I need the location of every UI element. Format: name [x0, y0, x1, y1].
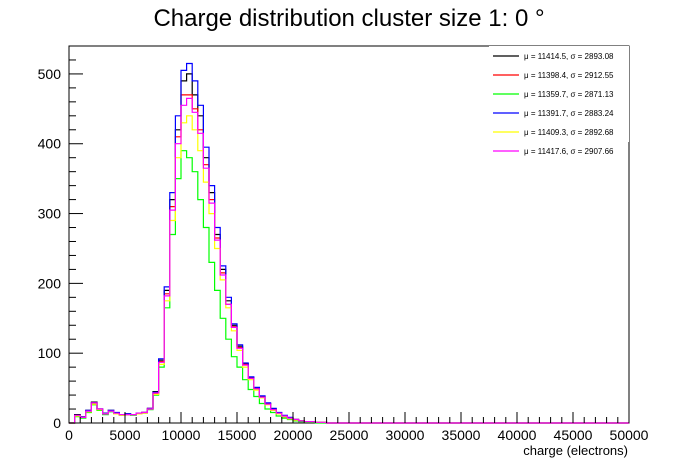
axes-layer: 0 5000 10000 15000 20000 25000 30000 35000 40000…: [38, 45, 649, 443]
series-line-2: [69, 150, 629, 424]
y-tick-label: 500: [38, 66, 62, 82]
x-tick-label: 25000: [330, 427, 369, 443]
legend-label-1: μ = 11398.4, σ = 2912.55: [524, 71, 614, 80]
y-tick-label: 400: [38, 136, 62, 152]
legend-label-3: μ = 11391.7, σ = 2883.24: [524, 109, 614, 118]
legend-label-4: μ = 11409.3, σ = 2892.68: [524, 128, 614, 137]
x-tick-label: 5000: [109, 427, 140, 443]
legend-label-5: μ = 11417.6, σ = 2907.66: [524, 147, 614, 156]
legend-items: μ = 11414.5, σ = 2893.08 μ = 11398.4, σ =…: [493, 52, 614, 156]
x-tick-label: 40000: [498, 427, 537, 443]
series-line-4: [69, 115, 629, 424]
y-tick-label: 200: [38, 275, 62, 291]
x-tick-label: 35000: [442, 427, 481, 443]
x-tick-label: 15000: [218, 427, 257, 443]
y-tick-label: 0: [53, 415, 61, 431]
legend: μ = 11414.5, σ = 2893.08 μ = 11398.4, σ =…: [489, 46, 629, 156]
x-tick-label: 10000: [162, 427, 201, 443]
y-tick-label: 300: [38, 206, 62, 222]
series-line-3: [69, 62, 629, 424]
x-axis-label: charge (electrons): [523, 443, 628, 458]
series-line-5: [69, 97, 629, 424]
x-tick-label: 45000: [554, 427, 593, 443]
x-tick-label: 30000: [386, 427, 425, 443]
x-tick-label: 20000: [274, 427, 313, 443]
x-tick-label: 0: [65, 427, 73, 443]
legend-label-2: μ = 11359.7, σ = 2871.13: [524, 90, 614, 99]
chart-title: Charge distribution cluster size 1: 0 °: [153, 5, 544, 32]
x-tick-label: 50000: [610, 427, 649, 443]
series-line-1: [69, 94, 629, 424]
series-layer: [69, 62, 629, 424]
y-tick-label: 100: [38, 345, 62, 361]
legend-label-0: μ = 11414.5, σ = 2893.08: [524, 52, 614, 61]
